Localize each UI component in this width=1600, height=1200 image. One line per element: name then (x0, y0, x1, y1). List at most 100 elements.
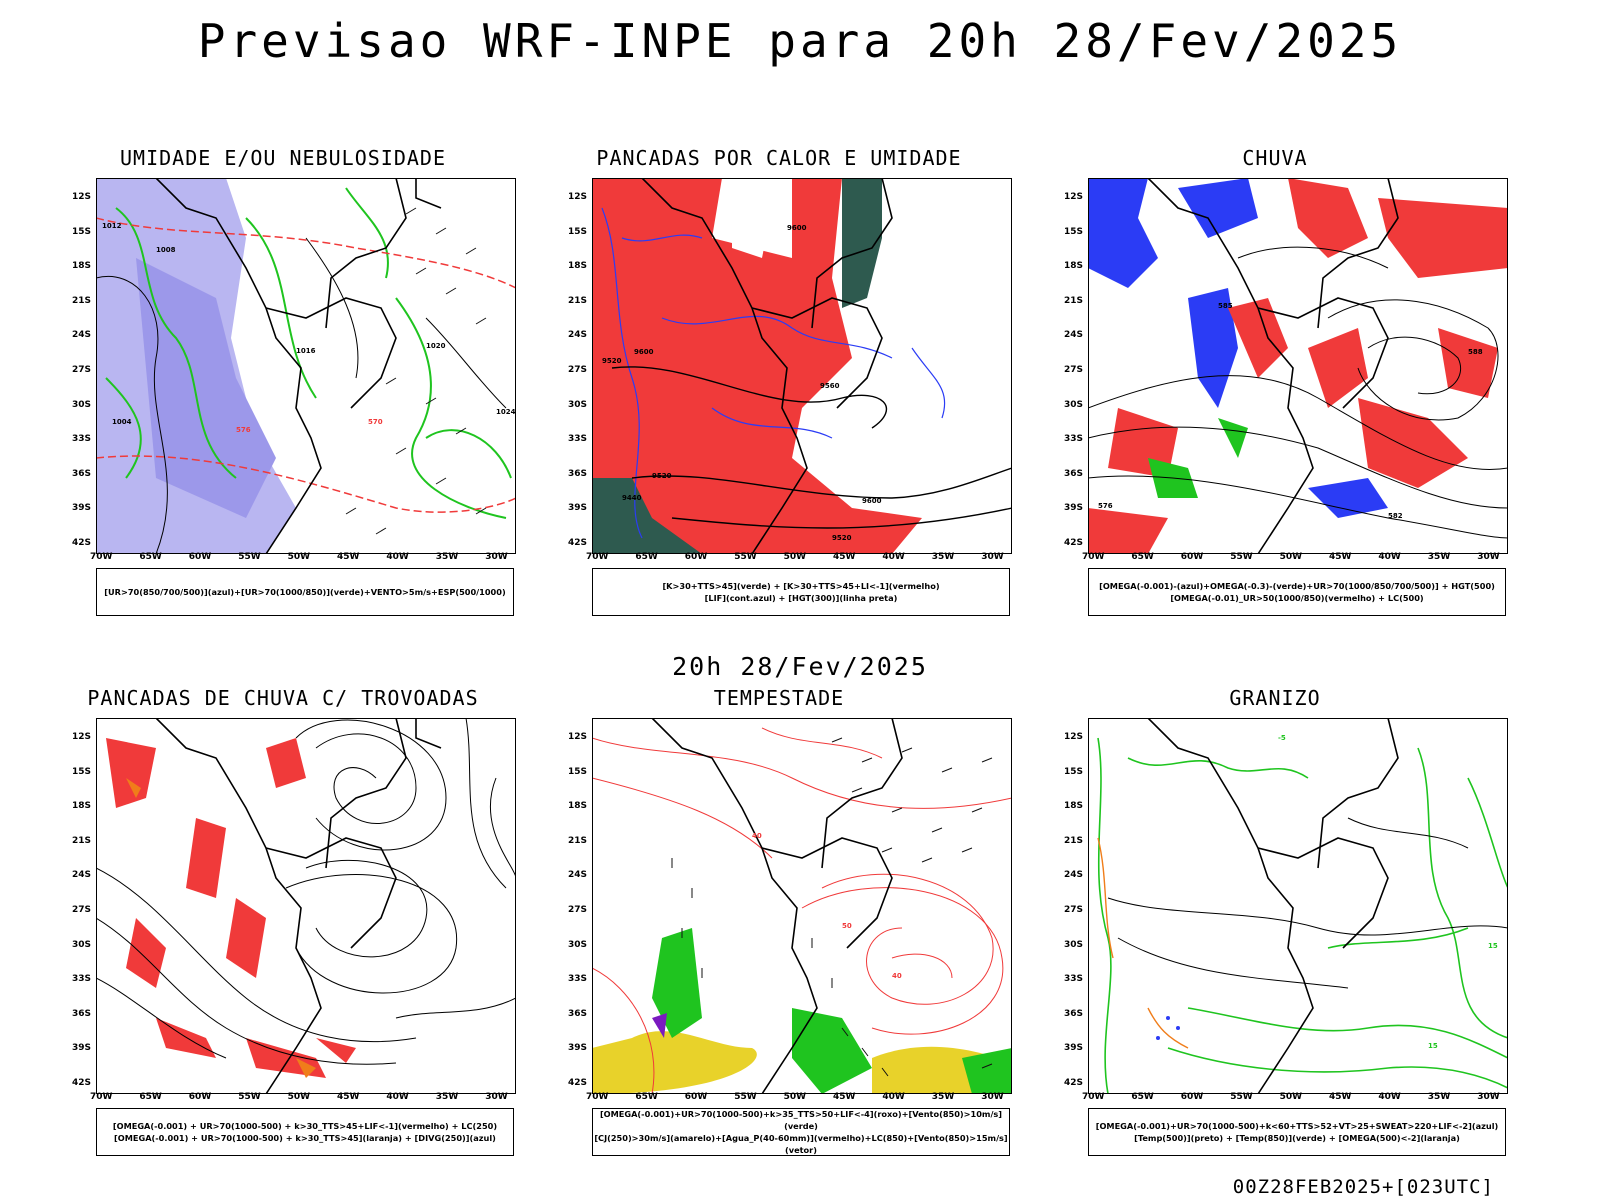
temp500-contours (1107, 817, 1508, 989)
country-borders (1147, 718, 1399, 1094)
lon-tick-label: 60W (1180, 1092, 1204, 1102)
lon-tick-label: 35W (1427, 552, 1451, 562)
lat-tick-label: 24S (568, 330, 588, 341)
panel-granizo: GRANIZO (1060, 686, 1508, 1176)
lon-tick-label: 65W (139, 1092, 162, 1102)
red-instability-area (592, 178, 922, 554)
lon-tick-label: 50W (287, 552, 311, 562)
map-svg: 40 50 40 (592, 718, 1012, 1094)
svg-text:50: 50 (842, 922, 852, 930)
lat-tick-label: 39S (568, 503, 588, 514)
lat-tick-label: 42S (72, 538, 92, 548)
lat-tick-label: 15S (568, 226, 588, 237)
lat-tick-label: 15S (72, 766, 92, 777)
map-labels: 588 585 576 582 (1098, 302, 1483, 520)
lon-tick-label: 60W (188, 552, 212, 562)
lon-tick-label: 40W (882, 1092, 905, 1102)
lon-tick-label: 30W (1477, 552, 1500, 562)
lat-tick-label: 21S (1064, 295, 1084, 306)
lon-tick-label: 50W (287, 1092, 311, 1102)
lon-tick-label: 30W (981, 1092, 1004, 1102)
lat-tick-label: 39S (568, 1043, 588, 1054)
lat-tick-label: 33S (1064, 434, 1084, 445)
lon-tick-label: 55W (238, 552, 261, 562)
lat-tick-label: 33S (72, 974, 92, 985)
lat-tick-label: 33S (1064, 974, 1084, 985)
panel-title: TEMPESTADE (713, 686, 845, 710)
svg-text:1012: 1012 (102, 222, 122, 230)
svg-text:1016: 1016 (296, 347, 316, 355)
map-svg: 9600 9600 9520 9520 9440 9560 9600 9520 (592, 178, 1012, 554)
svg-text:9600: 9600 (862, 497, 882, 505)
lon-tick-label: 40W (882, 552, 905, 562)
lat-tick-label: 24S (1064, 330, 1084, 341)
green-wind-areas (652, 928, 1012, 1094)
lat-tick-label: 21S (1064, 835, 1084, 846)
svg-text:576: 576 (236, 426, 251, 434)
lat-tick-label: 30S (1064, 399, 1084, 410)
lat-tick-label: 15S (72, 226, 92, 237)
hgt-contours (611, 366, 1012, 529)
lon-tick-label: 65W (1131, 552, 1154, 562)
humidity-blue-core (136, 258, 276, 518)
lon-tick-label: 55W (1230, 552, 1253, 562)
map-granizo: -5 15 15 (1088, 718, 1508, 1094)
lat-tick-label: 36S (72, 468, 92, 479)
lat-tick-label: 30S (568, 939, 588, 950)
svg-text:576: 576 (1098, 502, 1113, 510)
lon-tick-label: 35W (1427, 1092, 1451, 1102)
panel-caption: [OMEGA(-0.001)-(azul)+OMEGA(-0.3)-(verde… (1088, 568, 1506, 616)
lat-tick-label: 36S (568, 468, 588, 479)
lif-contours (601, 207, 946, 539)
lon-tick-label: 70W (586, 1092, 609, 1102)
lat-tick-label: 12S (72, 192, 92, 202)
lat-tick-label: 42S (1064, 538, 1084, 548)
map-labels: 9600 9600 9520 9520 9440 9560 9600 9520 (602, 224, 882, 542)
panel-chuva: CHUVA (1060, 146, 1508, 636)
lat-tick-label: 18S (1064, 801, 1084, 812)
lat-tick-label: 21S (72, 295, 92, 306)
clear-area (732, 198, 772, 258)
svg-text:582: 582 (1388, 512, 1403, 520)
lon-tick-label: 45W (337, 1092, 360, 1102)
lat-tick-label: 21S (568, 835, 588, 846)
lon-tick-label: 35W (931, 552, 955, 562)
isobars (96, 237, 507, 554)
map-svg (96, 718, 516, 1094)
lon-tick-label: 40W (386, 1092, 409, 1102)
lon-tick-label: 65W (635, 1092, 658, 1102)
lon-tick-label: 60W (1180, 552, 1204, 562)
map-labels: -5 15 15 (1278, 734, 1498, 1050)
orange-areas (126, 778, 316, 1078)
yellow-jet-south (592, 1031, 757, 1094)
map-svg: 1012 1008 1016 1020 1024 570 576 1004 (96, 178, 516, 554)
lon-tick-label: 50W (1279, 552, 1303, 562)
lon-tick-label: 60W (188, 1092, 212, 1102)
footer-timestamp: 00Z28FEB2025+[023UTC] (1232, 1176, 1494, 1198)
lat-tick-label: 27S (568, 365, 588, 375)
svg-text:1020: 1020 (426, 342, 446, 350)
hgt-contours (1088, 246, 1508, 539)
lon-tick-label: 60W (684, 1092, 708, 1102)
lon-tick-label: 40W (1378, 1092, 1401, 1102)
red-rain-areas (1088, 178, 1508, 554)
svg-text:40: 40 (752, 832, 762, 840)
lat-tick-label: 39S (1064, 503, 1084, 514)
page-title: Previsao WRF-INPE para 20h 28/Fev/2025 (197, 14, 1403, 68)
lon-tick-label: 45W (1329, 1092, 1352, 1102)
lon-tick-label: 70W (90, 552, 113, 562)
svg-text:585: 585 (1218, 302, 1233, 310)
svg-text:9520: 9520 (602, 357, 622, 365)
lon-tick-label: 70W (586, 552, 609, 562)
map-umidade: 1012 1008 1016 1020 1024 570 576 1004 (96, 178, 516, 554)
country-borders (641, 178, 893, 554)
lat-tick-label: 36S (568, 1008, 588, 1019)
lon-tick-label: 45W (833, 552, 856, 562)
panel-caption: [OMEGA(-0.001)+UR>70(1000-500)+k>35_TTS>… (592, 1108, 1010, 1156)
lon-tick-label: 55W (238, 1092, 261, 1102)
svg-text:588: 588 (1468, 348, 1483, 356)
lon-tick-label: 35W (931, 1092, 955, 1102)
map-pancadas-calor: 9600 9600 9520 9520 9440 9560 9600 9520 (592, 178, 1012, 554)
country-borders (651, 718, 903, 1094)
lon-tick-label: 65W (1131, 1092, 1154, 1102)
